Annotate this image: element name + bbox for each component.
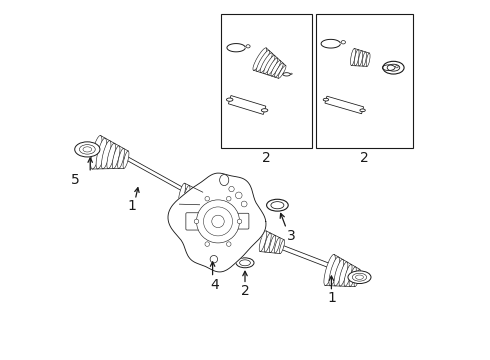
Ellipse shape — [350, 49, 355, 66]
Circle shape — [196, 200, 240, 243]
Ellipse shape — [261, 109, 268, 112]
Ellipse shape — [329, 257, 340, 286]
Ellipse shape — [341, 41, 345, 44]
Ellipse shape — [271, 60, 280, 76]
Ellipse shape — [362, 52, 367, 66]
Ellipse shape — [199, 192, 203, 205]
Ellipse shape — [264, 233, 271, 252]
Ellipse shape — [341, 45, 354, 53]
Ellipse shape — [83, 147, 92, 152]
Ellipse shape — [323, 98, 329, 101]
Ellipse shape — [246, 45, 250, 48]
Ellipse shape — [366, 53, 370, 66]
Ellipse shape — [274, 238, 280, 253]
Ellipse shape — [324, 255, 335, 285]
Ellipse shape — [96, 138, 106, 169]
Text: 2: 2 — [241, 284, 249, 298]
Text: 2: 2 — [360, 152, 369, 165]
Ellipse shape — [349, 267, 356, 287]
Text: 2: 2 — [262, 152, 271, 165]
Ellipse shape — [334, 259, 343, 286]
Ellipse shape — [343, 47, 351, 51]
Circle shape — [226, 197, 231, 201]
Circle shape — [229, 186, 234, 192]
Ellipse shape — [220, 175, 229, 186]
Bar — [220, 14, 312, 148]
Ellipse shape — [118, 148, 124, 168]
Polygon shape — [168, 173, 266, 272]
Ellipse shape — [259, 231, 267, 252]
Ellipse shape — [344, 264, 352, 286]
Bar — [316, 14, 413, 148]
Ellipse shape — [123, 151, 129, 168]
Ellipse shape — [383, 61, 404, 74]
Ellipse shape — [260, 53, 272, 73]
Ellipse shape — [226, 98, 233, 101]
Ellipse shape — [178, 183, 186, 204]
Ellipse shape — [279, 240, 285, 253]
Ellipse shape — [264, 55, 275, 74]
Ellipse shape — [107, 143, 116, 169]
Circle shape — [205, 242, 210, 246]
Ellipse shape — [387, 64, 400, 71]
Ellipse shape — [360, 109, 365, 112]
Ellipse shape — [74, 142, 100, 157]
Circle shape — [212, 215, 224, 228]
Ellipse shape — [194, 190, 199, 204]
Ellipse shape — [91, 135, 102, 169]
Text: 1: 1 — [327, 291, 336, 305]
Ellipse shape — [291, 73, 292, 75]
Ellipse shape — [267, 199, 288, 211]
Ellipse shape — [236, 258, 254, 268]
Ellipse shape — [348, 271, 371, 284]
Ellipse shape — [184, 185, 190, 204]
Circle shape — [226, 242, 231, 246]
Ellipse shape — [352, 273, 367, 281]
Polygon shape — [124, 156, 188, 193]
Ellipse shape — [354, 269, 361, 287]
Ellipse shape — [253, 48, 267, 70]
Ellipse shape — [270, 235, 276, 253]
Ellipse shape — [246, 49, 255, 54]
FancyBboxPatch shape — [236, 213, 249, 229]
Polygon shape — [325, 96, 364, 114]
Ellipse shape — [274, 63, 283, 77]
Ellipse shape — [189, 188, 195, 204]
Ellipse shape — [354, 50, 359, 66]
Ellipse shape — [395, 66, 398, 68]
Polygon shape — [228, 95, 266, 114]
Ellipse shape — [278, 66, 286, 78]
Ellipse shape — [358, 51, 363, 66]
Polygon shape — [187, 197, 203, 216]
Circle shape — [194, 219, 199, 224]
Text: 3: 3 — [288, 229, 296, 243]
Circle shape — [236, 192, 242, 199]
FancyBboxPatch shape — [186, 213, 199, 230]
Text: 5: 5 — [72, 173, 80, 187]
Ellipse shape — [363, 55, 382, 67]
Circle shape — [237, 219, 242, 224]
Polygon shape — [282, 246, 334, 269]
Text: 4: 4 — [210, 278, 219, 292]
Ellipse shape — [356, 275, 364, 279]
Circle shape — [205, 197, 210, 201]
Ellipse shape — [268, 58, 278, 75]
Ellipse shape — [271, 202, 284, 209]
Ellipse shape — [112, 146, 120, 168]
Ellipse shape — [339, 262, 348, 286]
Ellipse shape — [244, 48, 258, 55]
Ellipse shape — [240, 260, 250, 266]
Circle shape — [203, 207, 232, 236]
Ellipse shape — [257, 50, 270, 71]
Ellipse shape — [79, 145, 95, 154]
Text: 1: 1 — [127, 199, 136, 213]
Circle shape — [241, 201, 247, 207]
Ellipse shape — [101, 141, 111, 169]
Circle shape — [210, 256, 218, 263]
Ellipse shape — [366, 57, 378, 65]
